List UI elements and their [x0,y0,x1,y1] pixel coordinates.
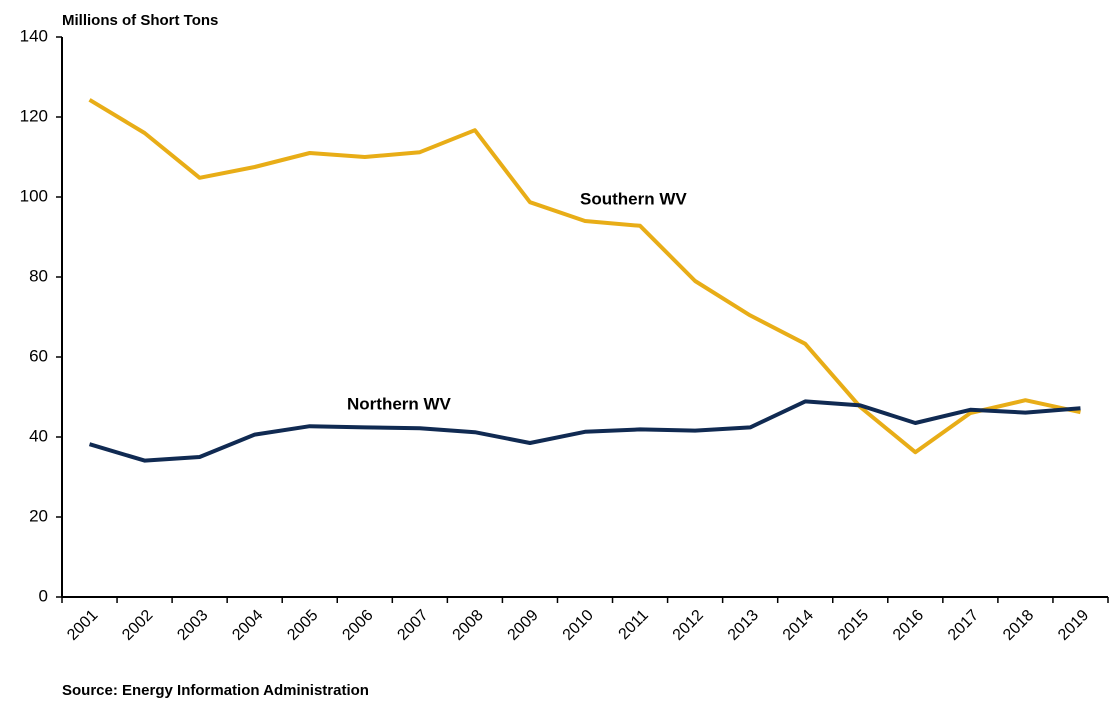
x-tick-label: 2018 [1000,607,1037,644]
x-tick-label: 2003 [174,607,211,644]
series-label: Northern WV [347,394,452,413]
x-tick-label: 2010 [560,607,597,644]
y-tick-label: 100 [20,186,48,205]
x-tick-label: 2009 [505,607,542,644]
x-tick-label: 2008 [450,607,487,644]
x-tick-label: 2012 [670,607,707,644]
x-tick-label: 2011 [616,607,652,643]
x-tick-label: 2002 [119,607,156,644]
x-tick-label: 2016 [890,607,927,644]
x-tick-label: 2004 [229,607,266,644]
y-tick-label: 40 [29,426,48,445]
x-tick-label: 2019 [1055,607,1092,644]
x-tick-label: 2007 [394,607,431,644]
x-tick-label: 2013 [725,607,762,644]
y-tick-label: 60 [29,346,48,365]
x-tick-label: 2001 [64,607,101,644]
y-tick-label: 140 [20,26,48,45]
y-tick-label: 0 [39,586,48,605]
x-tick-label: 2017 [945,607,982,644]
x-tick-label: 2005 [284,607,321,644]
series-line [88,399,1081,463]
x-tick-label: 2006 [339,607,376,644]
series-label: Southern WV [580,189,687,208]
x-tick-label: 2015 [835,607,872,644]
y-tick-label: 80 [29,266,48,285]
y-tick-label: 120 [20,106,48,125]
source-note: Source: Energy Information Administratio… [62,682,369,699]
y-tick-label: 20 [29,506,48,525]
x-tick-label: 2014 [780,607,817,644]
y-axis-title: Millions of Short Tons [62,12,218,29]
series-line [88,98,1081,455]
